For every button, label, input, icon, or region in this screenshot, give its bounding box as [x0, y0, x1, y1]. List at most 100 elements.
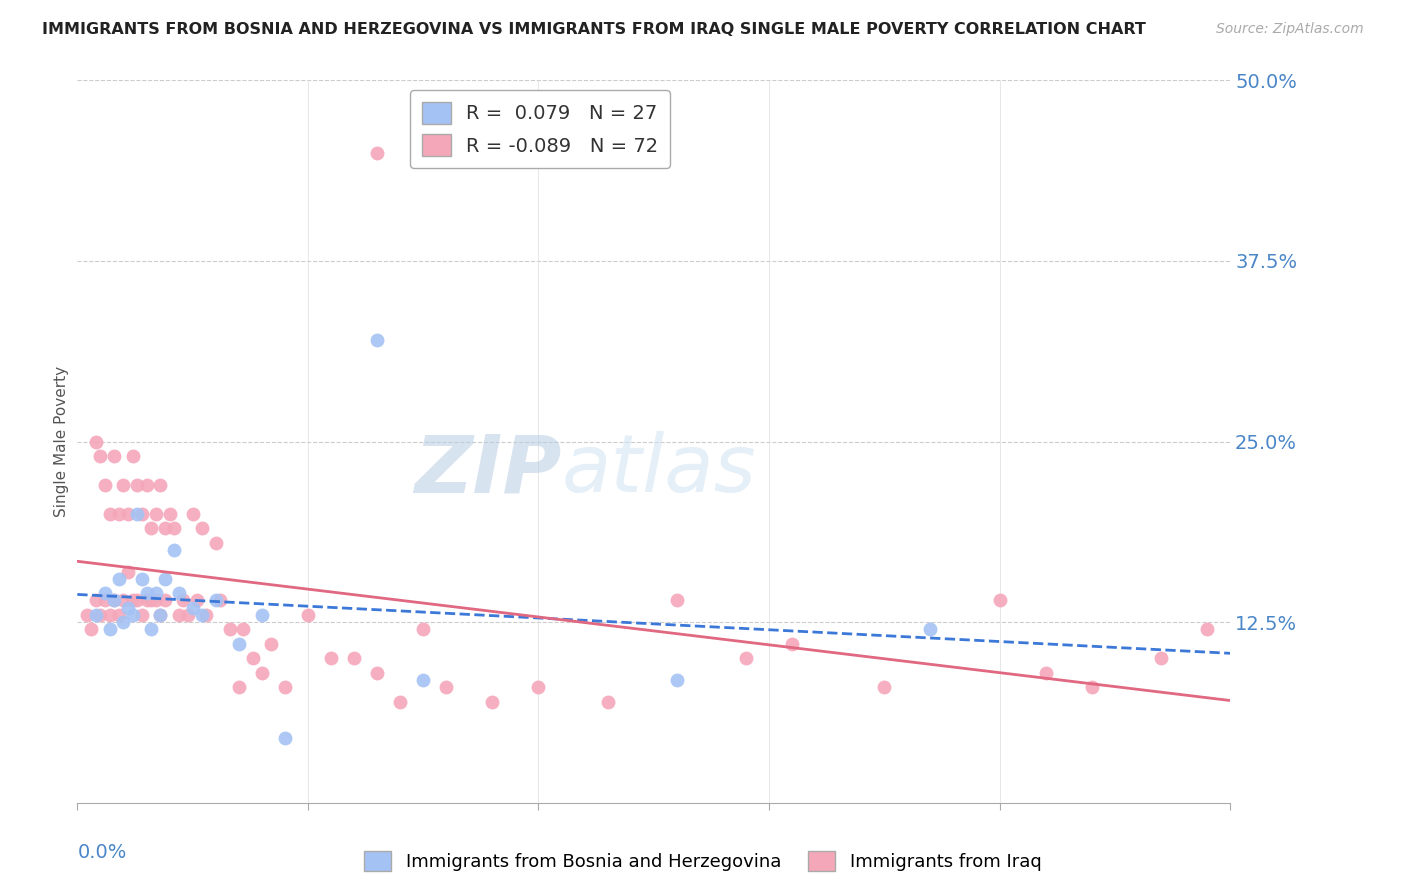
Point — [920, 623, 942, 637]
Point — [343, 651, 366, 665]
Point — [117, 507, 139, 521]
Point — [366, 145, 388, 160]
Point — [131, 572, 153, 586]
Point — [121, 449, 143, 463]
Point — [412, 673, 434, 687]
Point — [366, 334, 388, 348]
Point — [89, 449, 111, 463]
Y-axis label: Single Male Poverty: Single Male Poverty — [53, 366, 69, 517]
Text: IMMIGRANTS FROM BOSNIA AND HERZEGOVINA VS IMMIGRANTS FROM IRAQ SINGLE MALE POVER: IMMIGRANTS FROM BOSNIA AND HERZEGOVINA V… — [42, 22, 1146, 37]
Point — [94, 586, 117, 600]
Point — [232, 623, 254, 637]
Point — [149, 478, 172, 492]
Point — [1035, 665, 1057, 680]
Point — [167, 607, 190, 622]
Point — [274, 731, 297, 745]
Point — [98, 623, 121, 637]
Point — [527, 680, 550, 694]
Point — [112, 478, 135, 492]
Point — [250, 665, 273, 680]
Point — [181, 507, 204, 521]
Point — [319, 651, 342, 665]
Point — [780, 637, 803, 651]
Point — [191, 607, 214, 622]
Text: atlas: atlas — [561, 432, 756, 509]
Point — [117, 565, 139, 579]
Point — [149, 607, 172, 622]
Point — [389, 695, 412, 709]
Point — [665, 593, 688, 607]
Point — [596, 695, 619, 709]
Text: ZIP: ZIP — [415, 432, 561, 509]
Point — [242, 651, 264, 665]
Point — [434, 680, 457, 694]
Point — [177, 607, 200, 622]
Point — [103, 593, 125, 607]
Point — [139, 593, 162, 607]
Point — [665, 673, 688, 687]
Point — [181, 600, 204, 615]
Point — [145, 586, 167, 600]
Point — [412, 623, 434, 637]
Point — [1197, 623, 1219, 637]
Text: 0.0%: 0.0% — [77, 843, 127, 862]
Point — [139, 521, 162, 535]
Point — [121, 593, 143, 607]
Point — [149, 607, 172, 622]
Point — [135, 478, 157, 492]
Point — [218, 623, 240, 637]
Point — [103, 593, 125, 607]
Point — [163, 521, 186, 535]
Point — [131, 607, 153, 622]
Point — [1081, 680, 1104, 694]
Point — [84, 607, 107, 622]
Point — [167, 586, 190, 600]
Point — [204, 535, 226, 549]
Point — [873, 680, 896, 694]
Point — [94, 593, 117, 607]
Point — [84, 593, 107, 607]
Point — [135, 593, 157, 607]
Point — [209, 593, 232, 607]
Point — [98, 607, 121, 622]
Point — [297, 607, 319, 622]
Point — [228, 637, 250, 651]
Point — [127, 478, 149, 492]
Point — [250, 607, 273, 622]
Point — [988, 593, 1011, 607]
Point — [80, 623, 103, 637]
Point — [163, 542, 186, 557]
Point — [366, 665, 388, 680]
Point — [172, 593, 194, 607]
Point — [76, 607, 98, 622]
Point — [153, 521, 176, 535]
Point — [94, 478, 117, 492]
Point — [117, 600, 139, 615]
Point — [108, 572, 131, 586]
Point — [108, 507, 131, 521]
Point — [204, 593, 226, 607]
Point — [191, 521, 214, 535]
Point — [145, 507, 167, 521]
Point — [98, 507, 121, 521]
Point — [139, 623, 162, 637]
Point — [135, 586, 157, 600]
Point — [103, 449, 125, 463]
Point — [112, 615, 135, 630]
Point — [195, 607, 218, 622]
Point — [108, 607, 131, 622]
Point — [127, 593, 149, 607]
Point — [112, 593, 135, 607]
Point — [153, 593, 176, 607]
Point — [186, 593, 208, 607]
Point — [735, 651, 758, 665]
Point — [89, 607, 111, 622]
Point — [228, 680, 250, 694]
Text: Source: ZipAtlas.com: Source: ZipAtlas.com — [1216, 22, 1364, 37]
Point — [481, 695, 503, 709]
Point — [131, 507, 153, 521]
Point — [153, 572, 176, 586]
Point — [84, 434, 107, 449]
Legend: Immigrants from Bosnia and Herzegovina, Immigrants from Iraq: Immigrants from Bosnia and Herzegovina, … — [357, 844, 1049, 879]
Point — [121, 607, 143, 622]
